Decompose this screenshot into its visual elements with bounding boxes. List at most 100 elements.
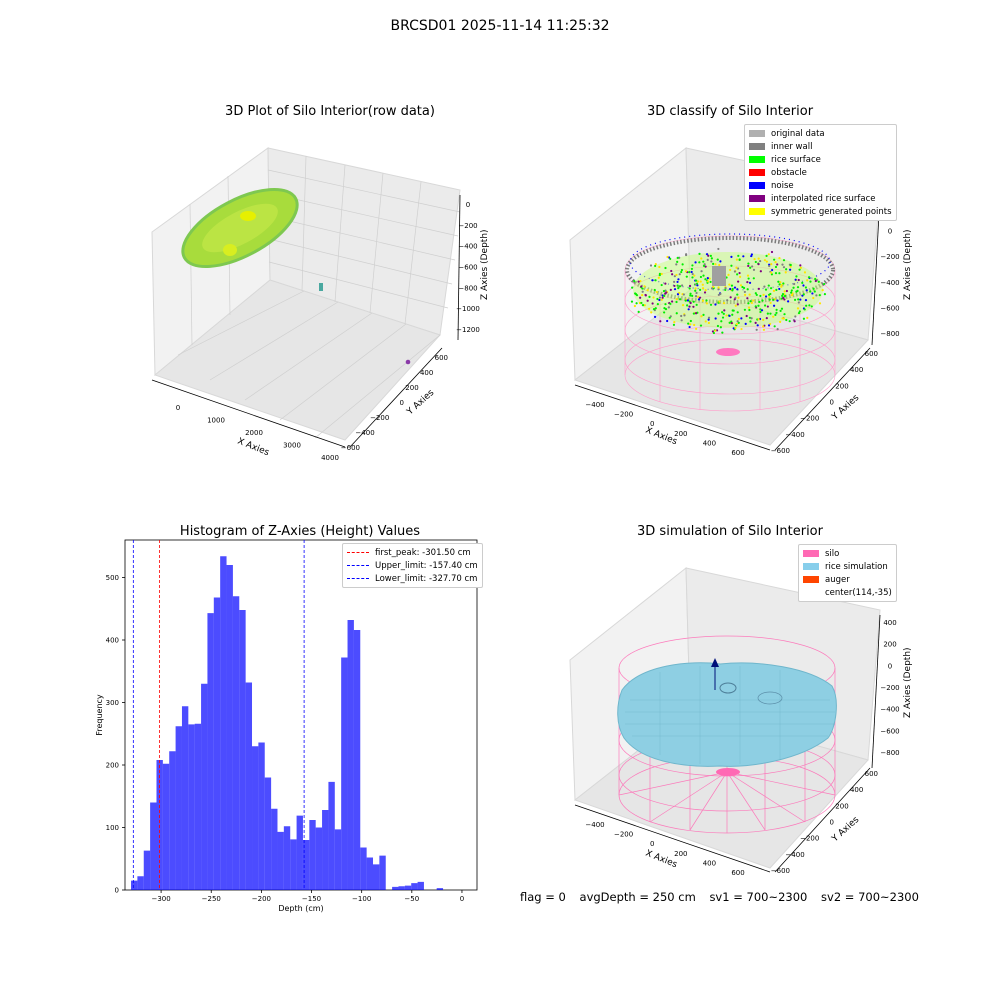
- axis-tick-label: 600: [731, 449, 744, 457]
- scatter-point: [797, 301, 800, 304]
- scatter-point: [694, 295, 698, 298]
- scatter-point: [802, 307, 806, 310]
- scatter-point: [732, 309, 735, 312]
- scatter-point: [695, 303, 698, 306]
- scatter-point: [719, 260, 722, 263]
- scatter-point: [698, 261, 701, 264]
- axis-tick-label: −600: [771, 447, 790, 455]
- scatter-point: [680, 270, 683, 274]
- legend-swatch: [347, 552, 369, 553]
- scatter-point: [709, 254, 712, 257]
- scatter-point: [658, 296, 662, 299]
- scatter-point: [805, 289, 808, 292]
- scatter-point: [680, 268, 684, 272]
- legend-label: symmetric generated points: [771, 206, 892, 217]
- scatter-point: [802, 317, 806, 320]
- scatter-point: [747, 264, 750, 268]
- scatter-point: [669, 315, 672, 318]
- scatter-point: [785, 268, 788, 271]
- axis-tick-label: 1000: [207, 417, 225, 425]
- scatter-point: [673, 275, 676, 278]
- scatter-point: [733, 298, 736, 301]
- scatter-point: [700, 257, 703, 260]
- scatter-point: [744, 322, 747, 325]
- scatter-point: [778, 272, 781, 275]
- scatter-point: [752, 299, 755, 302]
- histogram-bar: [315, 827, 323, 890]
- scatter-point: [780, 307, 784, 310]
- scatter-point: [680, 314, 683, 318]
- scatter-point: [738, 258, 741, 262]
- histogram-bar: [131, 880, 138, 890]
- scatter-point: [778, 283, 781, 286]
- scatter-point: [788, 320, 791, 323]
- scatter-point: [668, 316, 671, 319]
- scatter-point: [702, 274, 705, 277]
- scatter-point: [748, 308, 751, 312]
- scatter-point: [815, 294, 818, 297]
- scatter-point: [767, 253, 770, 256]
- scatter-point: [675, 312, 678, 315]
- scatter-point: [678, 256, 681, 259]
- legend-item: noise: [749, 179, 892, 192]
- scatter-point: [710, 287, 714, 290]
- x-tick-label: 0: [460, 895, 464, 903]
- scatter-point: [805, 304, 808, 307]
- axis-tick-label: −400: [458, 243, 477, 251]
- scatter-point: [692, 300, 695, 303]
- y-tick-label: 100: [106, 824, 119, 832]
- axis-tick-label: 600: [865, 770, 878, 778]
- scatter-point: [764, 288, 768, 291]
- scatter-point: [688, 305, 691, 308]
- scatter-point: [681, 303, 685, 307]
- scatter-point: [781, 317, 784, 320]
- scatter-point: [691, 276, 694, 279]
- scatter-point: [754, 292, 757, 295]
- scatter-point: [680, 284, 684, 287]
- scatter-point: [693, 323, 696, 327]
- scatter-point: [781, 294, 784, 297]
- scatter-point: [673, 288, 677, 291]
- histogram-bar: [436, 888, 444, 890]
- flag-text: flag = 0: [520, 890, 566, 904]
- scatter-point: [737, 321, 740, 324]
- scatter-point: [736, 273, 739, 276]
- scatter-point: [706, 277, 709, 280]
- scatter-point: [729, 268, 732, 272]
- scatter-point: [801, 294, 804, 297]
- histogram-bar: [360, 847, 367, 890]
- legend-swatch: [749, 156, 765, 163]
- scatter-point: [724, 286, 727, 289]
- legend-swatch: [749, 182, 765, 189]
- scatter-point: [652, 296, 655, 299]
- scatter-point: [634, 293, 638, 296]
- scatter-point: [716, 324, 720, 328]
- raw-zlabel: Z Axies (Depth): [480, 229, 490, 300]
- scatter-point: [675, 297, 678, 301]
- axis-tick-label: −400: [880, 279, 899, 287]
- scatter-point: [762, 293, 765, 296]
- classify-xlabel: X Axies: [644, 426, 679, 448]
- scatter-point: [738, 271, 741, 275]
- legend-label: inner wall: [771, 141, 813, 152]
- simulation-plot-title: 3D simulation of Silo Interior: [637, 524, 823, 539]
- scatter-point: [710, 257, 713, 260]
- scatter-point: [821, 289, 824, 292]
- scatter-point: [721, 267, 724, 270]
- scatter-point: [783, 298, 786, 301]
- histogram-bar: [137, 876, 144, 890]
- legend-swatch: [347, 578, 369, 579]
- simulation-zlabel: Z Axies (Depth): [903, 647, 913, 718]
- histogram-xlabel: Depth (cm): [278, 904, 323, 913]
- scatter-point: [742, 255, 745, 258]
- scatter-point: [730, 320, 733, 323]
- scatter-point: [788, 263, 791, 266]
- scatter-point: [705, 302, 709, 305]
- scatter-point: [677, 285, 680, 289]
- scatter-point: [762, 318, 765, 322]
- scatter-point: [712, 285, 715, 288]
- scatter-point: [668, 301, 671, 305]
- scatter-point: [721, 311, 724, 314]
- scatter-point: [747, 262, 750, 265]
- scatter-point: [644, 293, 647, 297]
